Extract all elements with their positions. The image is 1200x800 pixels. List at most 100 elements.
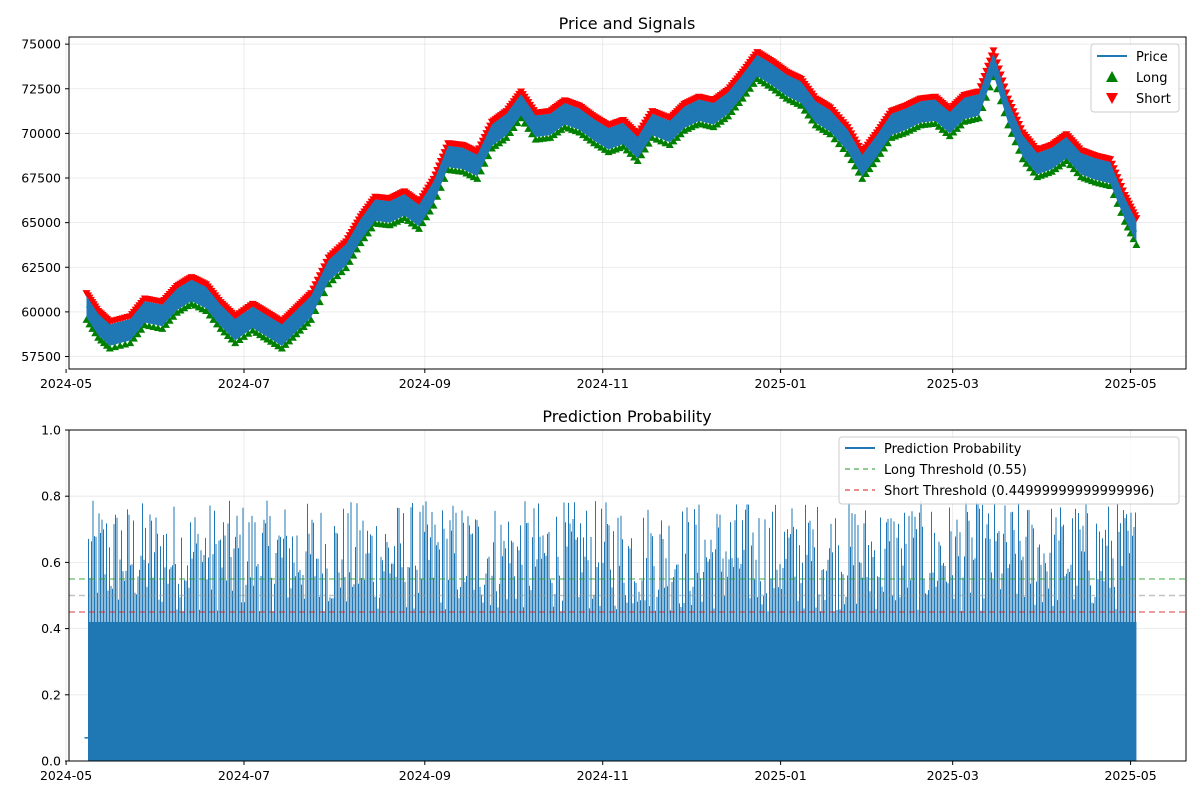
legend-long-threshold-label: Long Threshold (0.55) [884, 463, 1027, 478]
legend-long-label: Long [1136, 71, 1167, 86]
long-marker [724, 112, 733, 120]
price-legend: Price Long Short [1090, 43, 1180, 113]
long-marker [328, 276, 337, 284]
long-marker [473, 174, 482, 182]
long-marker [418, 219, 427, 227]
long-marker [393, 217, 402, 225]
long-marker [687, 123, 696, 131]
long-marker [637, 151, 646, 159]
long-marker [575, 128, 584, 136]
long-marker [1051, 165, 1060, 173]
y-tick-label: 0.0 [41, 754, 61, 769]
long-marker [691, 121, 700, 129]
long-marker [735, 99, 744, 107]
long-marker [85, 320, 94, 328]
long-marker [1055, 162, 1064, 170]
long-marker [82, 315, 91, 323]
long-marker [277, 344, 286, 352]
long-marker [553, 128, 562, 136]
long-marker [517, 114, 526, 122]
y-tick-label: 0.4 [41, 621, 61, 636]
long-marker [912, 123, 921, 131]
probability-fill [88, 621, 1137, 761]
long-marker [513, 119, 522, 127]
long-marker [367, 224, 376, 232]
long-marker [172, 308, 181, 316]
long-marker [865, 165, 874, 173]
long-marker [400, 214, 409, 222]
legend-short-threshold-label: Short Threshold (0.44999999999999996) [884, 484, 1154, 499]
long-marker [586, 136, 595, 144]
long-marker [709, 123, 718, 131]
probability-y-ticks: 0.0 0.2 0.4 0.6 0.8 1.0 [41, 423, 69, 769]
long-marker [847, 156, 856, 164]
long-marker [360, 234, 369, 242]
long-marker [429, 201, 438, 209]
long-marker [557, 125, 566, 133]
long-marker [491, 141, 500, 149]
long-marker [579, 131, 588, 139]
long-marker [288, 333, 297, 341]
long-marker [213, 320, 222, 328]
y-tick-label: 60000 [21, 304, 61, 319]
long-marker [673, 133, 682, 141]
long-marker [169, 312, 178, 320]
long-marker [745, 84, 754, 92]
long-marker [931, 119, 940, 127]
long-marker [231, 339, 240, 347]
long-marker [797, 101, 806, 109]
long-marker [883, 139, 892, 147]
x-tick-label: 2025-05 [1104, 376, 1156, 391]
long-marker [749, 79, 758, 87]
x-tick-label: 2024-05 [40, 768, 92, 783]
long-marker [742, 89, 751, 97]
long-marker [934, 122, 943, 130]
y-tick-label: 65000 [21, 215, 61, 230]
long-marker [648, 133, 657, 141]
long-marker [345, 257, 354, 265]
long-marker [425, 207, 434, 215]
price-axes-frame [68, 36, 1187, 370]
long-marker [527, 130, 536, 138]
long-markers [82, 73, 1141, 352]
price-line [85, 61, 1138, 337]
long-marker [126, 339, 135, 347]
probability-legend: Prediction Probability Long Threshold (0… [838, 436, 1180, 505]
long-marker [205, 311, 214, 319]
long-marker [771, 86, 780, 94]
long-marker [133, 330, 142, 338]
probability-legend-box [838, 436, 1180, 505]
long-marker [720, 115, 729, 123]
long-marker [727, 107, 736, 115]
long-marker [1058, 159, 1067, 167]
y-tick-label: 75000 [21, 37, 61, 52]
y-tick-label: 0.2 [41, 687, 61, 702]
legend-short-label: Short [1136, 92, 1171, 107]
long-marker [180, 304, 189, 312]
long-marker [974, 114, 983, 122]
long-marker [209, 315, 218, 323]
long-marker [834, 140, 843, 148]
long-marker [945, 132, 954, 140]
probability-axes-frame [68, 429, 1187, 762]
long-marker [281, 340, 290, 348]
legend-long-marker [1106, 71, 1118, 82]
long-marker [665, 140, 674, 148]
long-marker [129, 334, 138, 342]
long-marker [661, 139, 670, 147]
x-tick-label: 2024-09 [399, 768, 451, 783]
long-marker [949, 128, 958, 136]
long-marker [905, 126, 914, 134]
long-marker [909, 124, 918, 132]
long-marker [285, 337, 294, 345]
long-marker [626, 149, 635, 157]
probability-panel: 2024-05 2024-07 2024-09 2024-11 2025-01 2025-… [40, 407, 1187, 783]
long-marker [640, 145, 649, 153]
long-marker [869, 160, 878, 168]
x-tick-label: 2024-11 [577, 768, 629, 783]
long-marker [296, 326, 305, 334]
long-marker [767, 83, 776, 91]
price-plot-area [82, 47, 1141, 352]
probability-plot-area [69, 500, 1186, 761]
